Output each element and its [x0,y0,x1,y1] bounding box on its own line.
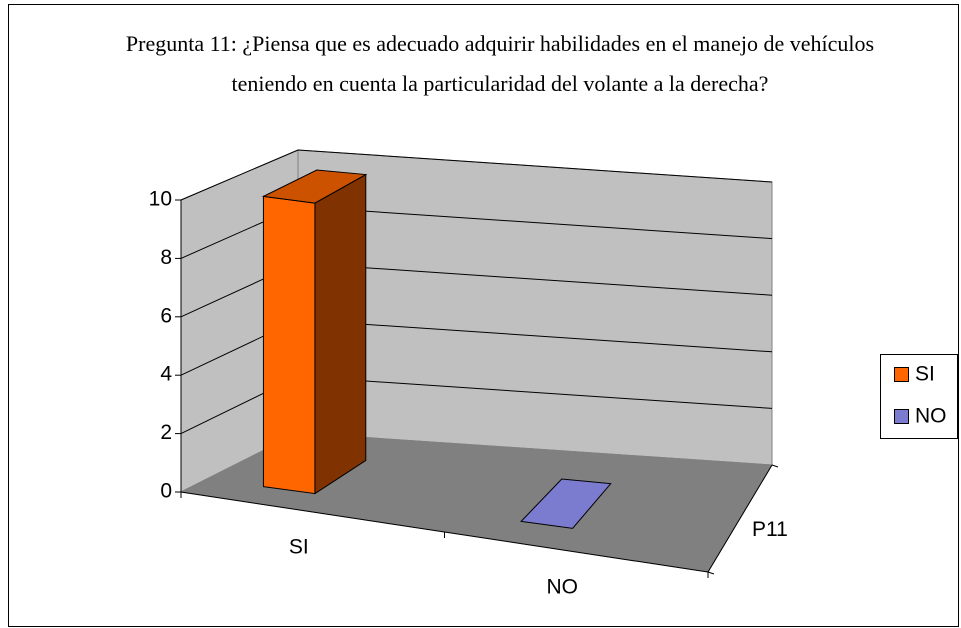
legend-label: SI [915,363,935,386]
y-tick-label: 8 [160,246,172,269]
legend-box [880,354,958,439]
back-wall [297,149,773,466]
z-tick [771,464,779,468]
y-tick-label: 10 [149,188,172,211]
legend-swatch [894,367,909,382]
y-tick-label: 6 [160,304,172,327]
bar [261,169,368,495]
legend-swatch [894,409,909,424]
bar-top [520,478,612,529]
bar-front [262,195,316,495]
z-axis-label: P11 [752,518,788,541]
chart-title: Pregunta 11: ¿Piensa que es adecuado adq… [125,31,875,96]
y-tick-label: 4 [160,363,172,386]
y-tick-label: 2 [160,421,172,444]
bar [520,478,612,529]
grid-line [180,149,773,201]
bar-top [261,169,368,204]
z-axis [707,464,773,573]
z-tick [707,571,715,575]
x-tick-label: NO [547,576,579,599]
legend-label: NO [915,405,947,428]
y-tick-label: 0 [160,480,172,503]
bar-side [314,173,367,495]
x-tick-label: SI [289,536,309,559]
